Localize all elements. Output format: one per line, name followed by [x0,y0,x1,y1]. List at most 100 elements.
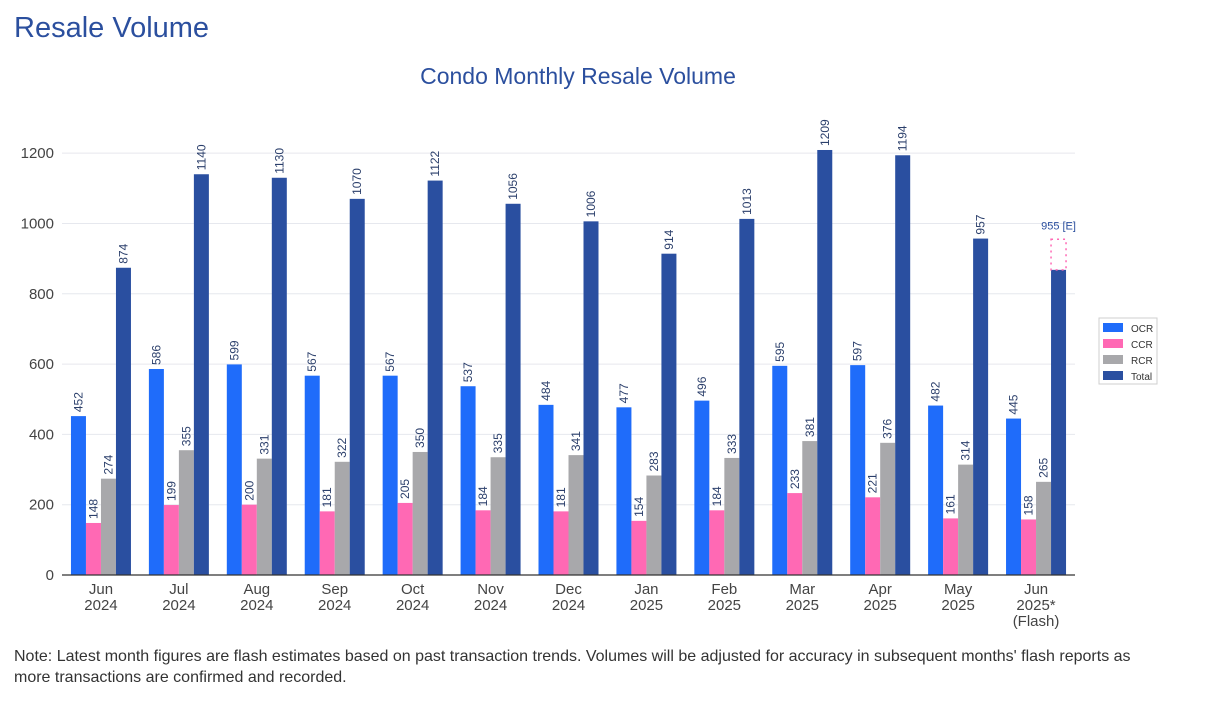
bar-ocr-12 [1006,418,1022,575]
data-label-rcr-5: 335 [491,433,505,453]
bar-rcr-6 [568,455,584,575]
bar-ccr-10 [865,497,881,575]
data-label-ocr-11: 482 [929,381,943,401]
data-label-total-6: 1006 [584,190,598,217]
bar-ccr-0 [85,522,101,575]
resale-volume-chart: Condo Monthly Resale Volume 0 200 400 600 80… [21,63,1158,630]
data-label-ocr-0: 452 [71,392,85,412]
legend-label-ocr: OCR [1131,324,1153,335]
data-label-ccr-5: 184 [476,486,490,506]
page-heading: Resale Volume [14,12,210,44]
bar-rcr-11 [958,464,974,575]
data-label-rcr-10: 376 [881,418,895,438]
x-category-label-9-0: Mar [789,581,815,598]
bar-rcr-10 [880,442,896,575]
x-category-label-11-0: May [944,581,973,598]
data-label-ocr-10: 597 [851,341,865,361]
legend-swatch-ccr [1103,339,1123,348]
estimate-annotation: 955 [E] [1041,220,1076,271]
y-axis-ticks: 0 200 400 600 800 1000 1200 [21,145,54,584]
data-label-ccr-1: 199 [164,481,178,501]
data-label-total-7: 914 [662,229,676,249]
data-label-rcr-6: 341 [569,431,583,451]
data-label-ocr-9: 595 [773,341,787,361]
y-tick-label-600: 600 [29,356,54,373]
bar-rcr-1 [178,450,194,575]
bar-ocr-10 [850,365,866,575]
bar-rcr-8 [724,457,740,575]
x-category-label-10-0: Apr [869,581,892,598]
x-category-label-1-0: Jul [169,581,188,598]
data-label-ccr-9: 233 [788,469,802,489]
bar-ccr-3 [319,511,335,575]
y-tick-label-800: 800 [29,286,54,303]
data-label-total-4: 1122 [428,150,442,176]
x-category-label-7-1: 2025 [630,597,663,614]
data-label-ocr-1: 586 [149,345,163,365]
bar-ccr-6 [553,511,569,575]
legend: OCR CCR RCR Total [1098,317,1158,385]
data-label-rcr-7: 283 [647,451,661,471]
data-label-rcr-0: 274 [101,454,115,474]
data-label-ccr-3: 181 [320,487,334,507]
data-label-ccr-0: 148 [86,499,100,519]
data-labels: 452 148 274 874 586 199 355 1140 599 200 331 1130 56… [71,119,1050,519]
x-category-label-6-0: Dec [555,581,582,598]
x-category-label-4-1: 2024 [396,597,429,614]
data-label-ocr-12: 445 [1007,394,1021,414]
legend-swatch-total [1103,371,1123,380]
bar-total-5 [505,203,521,575]
x-category-label-8-0: Feb [711,581,737,598]
data-label-ccr-8: 184 [710,486,724,506]
bar-ccr-5 [475,510,491,575]
x-category-label-7-0: Jan [634,581,658,598]
bar-ocr-2 [226,364,242,575]
x-category-label-12-1: 2025* [1016,597,1055,614]
bar-ocr-6 [538,404,554,575]
x-category-label-1-1: 2024 [162,597,195,614]
bar-rcr-3 [334,461,350,575]
bar-series [70,149,1067,576]
x-category-label-9-1: 2025 [786,597,819,614]
data-label-total-0: 874 [116,243,130,263]
bar-total-2 [271,177,287,575]
x-category-label-10-1: 2025 [864,597,897,614]
bar-rcr-0 [100,478,116,575]
legend-label-rcr: RCR [1131,356,1153,367]
bar-ocr-0 [70,416,86,575]
y-tick-label-1200: 1200 [21,145,54,162]
data-label-ocr-5: 537 [461,362,475,382]
data-label-ccr-7: 154 [632,497,646,517]
bar-ccr-4 [397,502,413,575]
data-label-ocr-2: 599 [227,340,241,360]
data-label-total-2: 1130 [272,148,286,174]
bar-total-0 [115,267,131,575]
bar-total-10 [895,155,911,576]
data-label-ccr-11: 161 [944,494,958,514]
data-label-rcr-3: 322 [335,437,349,457]
y-tick-label-200: 200 [29,497,54,514]
bar-total-1 [193,174,209,575]
x-category-label-12-0: Jun [1024,581,1048,598]
chart-title: Condo Monthly Resale Volume [420,63,736,89]
bar-ocr-1 [148,368,164,575]
data-label-ocr-4: 567 [383,351,397,371]
data-label-rcr-4: 350 [413,428,427,448]
y-tick-label-400: 400 [29,426,54,443]
x-category-label-0-1: 2024 [84,597,117,614]
bar-ccr-8 [709,510,725,575]
data-label-ccr-6: 181 [554,487,568,507]
x-category-label-5-1: 2024 [474,597,507,614]
data-label-rcr-12: 265 [1037,457,1051,477]
data-label-total-11: 957 [974,214,988,234]
x-category-label-8-1: 2025 [708,597,741,614]
bar-total-9 [817,149,833,576]
bar-ccr-7 [631,520,647,575]
legend-label-total: Total [1131,372,1152,383]
estimate-dotted-outline [1050,238,1067,271]
x-category-label-5-0: Nov [477,581,504,598]
footnote: Note: Latest month figures are flash est… [14,648,1131,686]
data-label-total-8: 1013 [740,188,754,215]
legend-label-ccr: CCR [1131,340,1153,351]
bar-rcr-4 [412,451,428,575]
